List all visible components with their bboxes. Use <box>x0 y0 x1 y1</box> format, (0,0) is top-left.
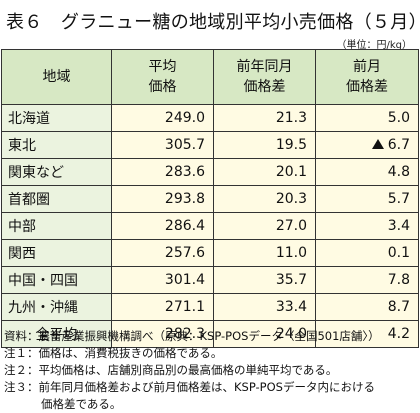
table-row: 東北 305.7 19.5 6.7 <box>1 131 419 159</box>
mom-diff-cell: 6.7 <box>315 131 419 159</box>
note-1: 注１：価格は、消費税抜きの価格である。 <box>4 346 223 360</box>
yoy-diff-cell: 21.3 <box>213 104 316 132</box>
mom-diff-cell: 3.4 <box>315 212 419 240</box>
decrease-triangle-icon <box>371 139 384 149</box>
table-row: 北海道 249.0 21.3 5.0 <box>1 104 419 132</box>
total-row: 全平均 282.3 24.0 4.2 <box>1 320 419 348</box>
table-row: 中部 286.4 27.0 3.4 <box>1 212 419 240</box>
region-cell: 首都圏 <box>1 185 112 213</box>
yoy-diff-cell: 19.5 <box>213 131 316 159</box>
header-row: 地域 平均 価格 前年同月 価格差 前月 価格差 <box>1 49 419 105</box>
table-title: 表６ グラニュー糖の地域別平均小売価格（５月） <box>6 12 420 33</box>
note-3-continued: 価格差である。 <box>41 397 122 411</box>
header-mom-diff: 前月 価格差 <box>315 49 419 105</box>
avg-price-cell: 286.4 <box>111 212 214 240</box>
mom-diff-cell: 4.2 <box>315 320 419 348</box>
avg-price-cell: 282.3 <box>111 320 214 348</box>
avg-price-cell: 271.1 <box>111 293 214 321</box>
price-table: 地域 平均 価格 前年同月 価格差 前月 価格差 北海道 249.0 21.3 5.0… <box>1 49 419 348</box>
region-cell: 関東など <box>1 158 112 186</box>
footnotes: 資料：農畜産業振興機構調べ（原典：KSP-POSデータ〈全国501店舗〉） 注１… <box>4 328 380 413</box>
mom-diff-cell: 7.8 <box>315 266 419 294</box>
yoy-diff-cell: 35.7 <box>213 266 316 294</box>
yoy-diff-cell: 27.0 <box>213 212 316 240</box>
mom-diff-cell: 5.0 <box>315 104 419 132</box>
note-2: 注２：平均価格は、店舗別商品別の最高価格の単純平均である。 <box>4 363 338 377</box>
unit-label: （単位：円/kg） <box>336 40 412 51</box>
table-row: 関西 257.6 11.0 0.1 <box>1 239 419 267</box>
avg-price-cell: 283.6 <box>111 158 214 186</box>
avg-price-cell: 293.8 <box>111 185 214 213</box>
mom-diff-cell: 8.7 <box>315 293 419 321</box>
yoy-diff-cell: 24.0 <box>213 320 316 348</box>
note-3: 注３：前年同月価格差および前月価格差は、KSP-POSデータ内における <box>4 380 375 394</box>
header-yoy-diff: 前年同月 価格差 <box>213 49 316 105</box>
mom-diff-cell: 5.7 <box>315 185 419 213</box>
region-cell: 全平均 <box>1 320 112 348</box>
region-cell: 九州・沖縄 <box>1 293 112 321</box>
table-row: 首都圏 293.8 20.3 5.7 <box>1 185 419 213</box>
avg-price-cell: 257.6 <box>111 239 214 267</box>
header-avg-price: 平均 価格 <box>111 49 214 105</box>
yoy-diff-cell: 11.0 <box>213 239 316 267</box>
avg-price-cell: 301.4 <box>111 266 214 294</box>
region-cell: 中部 <box>1 212 112 240</box>
region-cell: 北海道 <box>1 104 112 132</box>
table-row: 九州・沖縄 271.1 33.4 8.7 <box>1 293 419 321</box>
yoy-diff-cell: 33.4 <box>213 293 316 321</box>
header-region: 地域 <box>1 49 112 105</box>
mom-diff-cell: 0.1 <box>315 239 419 267</box>
yoy-diff-cell: 20.3 <box>213 185 316 213</box>
table-row: 中国・四国 301.4 35.7 7.8 <box>1 266 419 294</box>
avg-price-cell: 305.7 <box>111 131 214 159</box>
source-note: 資料：農畜産業振興機構調べ（原典：KSP-POSデータ〈全国501店舗〉） <box>4 329 380 343</box>
avg-price-cell: 249.0 <box>111 104 214 132</box>
region-cell: 中国・四国 <box>1 266 112 294</box>
yoy-diff-cell: 20.1 <box>213 158 316 186</box>
region-cell: 東北 <box>1 131 112 159</box>
mom-diff-cell: 4.8 <box>315 158 419 186</box>
table-row: 関東など 283.6 20.1 4.8 <box>1 158 419 186</box>
region-cell: 関西 <box>1 239 112 267</box>
